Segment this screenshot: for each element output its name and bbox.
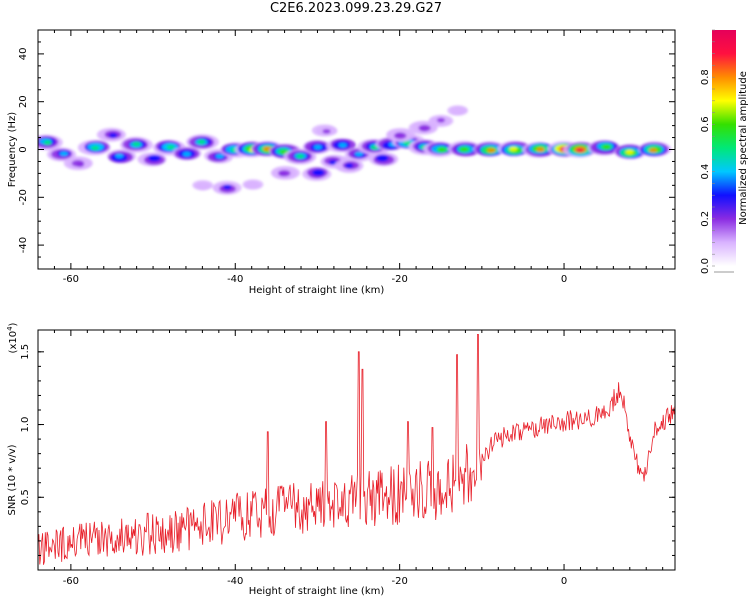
heatmap-blob: [403, 140, 412, 146]
heatmap-blob: [487, 148, 496, 153]
heatmap-blob: [215, 153, 224, 159]
heatmap-blob: [437, 147, 446, 153]
heatmap-blob: [182, 151, 191, 157]
y-tick-label: -20: [18, 189, 29, 205]
y-tick-label: 40: [18, 48, 29, 61]
colorbar-gradient: [712, 30, 736, 266]
heatmap-blob: [345, 163, 354, 169]
heatmap-blob: [248, 182, 257, 188]
y-axis-label: SNR (10 * v/v): [7, 444, 18, 515]
heatmap-blob: [354, 151, 364, 157]
colorbar-tick-label: 0.8: [700, 69, 711, 85]
heatmap-blob: [625, 149, 634, 155]
y-axis-label: Frequency (Hz): [7, 112, 18, 188]
snr-series-line: [38, 334, 675, 565]
x-tick-label: 0: [561, 576, 567, 587]
heatmap-blob: [75, 162, 85, 168]
heatmap-blob: [322, 128, 331, 134]
plot-frame: [37, 329, 676, 571]
x-tick-label: -20: [391, 274, 407, 285]
x-tick-label: 0: [561, 274, 567, 285]
y-tick-label: 20: [18, 95, 29, 108]
heatmap-blob: [279, 171, 288, 177]
heatmap-blob: [536, 147, 545, 153]
heatmap-blob: [378, 156, 387, 162]
heatmap-blob: [395, 132, 404, 138]
heatmap-blob: [313, 170, 322, 176]
heatmap-blob: [149, 156, 158, 162]
heatmap-blob: [602, 144, 611, 150]
heatmap-blob: [436, 117, 446, 123]
colorbar-tick-label: 0.2: [700, 211, 711, 227]
snr-panel: -60 -40 -20 0 0.5 1.0 1.5 Height of straight li…: [6, 322, 676, 597]
heatmap-blob: [132, 141, 141, 147]
heatmap-blob: [91, 145, 100, 151]
heatmap-blob: [509, 146, 518, 152]
heatmap-cells: [38, 105, 672, 195]
x-axis-label: Height of straight line (km): [249, 285, 385, 296]
colorbar-label: Normalized spectral amplitude: [738, 71, 749, 225]
colorbar: 0.0 0.2 0.4 0.6 0.8 Normalized spectral ampli…: [700, 29, 749, 274]
heatmap-blob: [459, 146, 469, 152]
heatmap-blob: [115, 153, 124, 159]
x-tick-label: -60: [63, 576, 79, 587]
y-tick-label: 1.5: [20, 344, 31, 360]
y-axis-multiplier: (x104): [6, 322, 19, 353]
y-tick-label: -40: [18, 237, 29, 253]
heatmap-blob: [166, 144, 175, 150]
x-tick-label: -40: [227, 576, 243, 587]
x-tick-label: -60: [63, 274, 79, 285]
heatmap-blob: [313, 144, 323, 150]
x-tick-label: -40: [227, 274, 243, 285]
heatmap-blob: [451, 109, 461, 115]
heatmap-blob: [338, 142, 347, 148]
heatmap-blob: [296, 153, 305, 159]
colorbar-tick-label: 0.4: [700, 164, 711, 180]
heatmap-blob: [419, 126, 429, 132]
heatmap-blob: [575, 147, 585, 153]
colorbar-tick-label: 0.0: [700, 258, 711, 274]
x-axis-label: Height of straight line (km): [249, 586, 385, 597]
colorbar-tick-label: 0.6: [700, 116, 711, 132]
heatmap-blob: [262, 146, 272, 152]
y-tick-label: 0: [18, 146, 29, 152]
figure-title: C2E6.2023.099.23.29.G27: [269, 1, 443, 16]
y-tick-label: 0.5: [20, 489, 31, 505]
heatmap-blob: [199, 182, 208, 188]
heatmap-blob: [59, 151, 69, 157]
heatmap-blob: [648, 148, 658, 153]
x-tick-label: -20: [391, 576, 407, 587]
heatmap-blob: [108, 133, 118, 138]
heatmap-blob: [223, 184, 232, 190]
spectrogram-panel: -60 -40 -20 0 40 20 0 -20 -40 Height of straight …: [7, 29, 676, 296]
y-tick-label: 1.0: [20, 417, 31, 433]
heatmap-blob: [43, 140, 52, 146]
heatmap-blob: [197, 139, 206, 145]
